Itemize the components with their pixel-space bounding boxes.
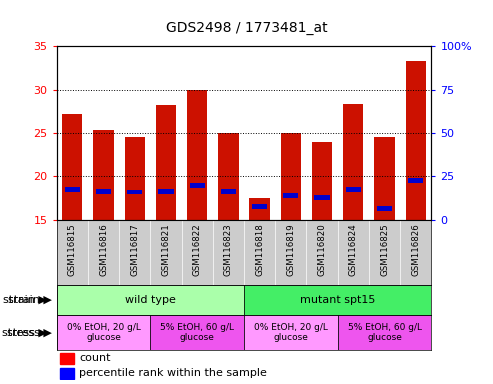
Text: 0% EtOH, 20 g/L
glucose: 0% EtOH, 20 g/L glucose [67,323,141,342]
Text: stress ▶: stress ▶ [2,328,47,338]
Text: percentile rank within the sample: percentile rank within the sample [79,368,267,379]
Bar [244,315,338,350]
Bar [346,187,361,192]
Bar [252,205,267,209]
Bar [408,179,423,183]
Bar [187,89,208,220]
Text: 0% EtOH, 20 g/L
glucose: 0% EtOH, 20 g/L glucose [254,323,328,342]
Bar [57,285,244,315]
Text: count: count [79,354,110,364]
Bar [65,187,80,192]
Text: GSM116819: GSM116819 [286,223,295,276]
Bar [249,198,270,220]
Text: GSM116821: GSM116821 [162,223,171,276]
Bar [374,137,395,220]
Bar [281,133,301,220]
Bar [61,368,73,379]
Text: stress ▶: stress ▶ [7,328,52,338]
Text: GSM116823: GSM116823 [224,223,233,276]
Bar [190,183,205,187]
Bar [127,190,142,194]
Text: mutant spt15: mutant spt15 [300,295,375,305]
Text: 5% EtOH, 60 g/L
glucose: 5% EtOH, 60 g/L glucose [348,323,422,342]
Text: GSM116826: GSM116826 [411,223,420,276]
Text: GSM116816: GSM116816 [99,223,108,276]
Text: GSM116825: GSM116825 [380,223,389,276]
Bar [406,61,426,220]
Text: strain ▶: strain ▶ [3,295,47,305]
Text: strain ▶: strain ▶ [8,295,52,305]
Bar [283,193,298,198]
Text: GSM116822: GSM116822 [193,223,202,276]
Text: GSM116815: GSM116815 [68,223,77,276]
Text: GSM116817: GSM116817 [130,223,139,276]
Text: GSM116820: GSM116820 [317,223,326,276]
Bar [218,133,239,220]
Bar [125,137,145,220]
Text: GSM116818: GSM116818 [255,223,264,276]
Bar [377,206,392,211]
Bar [315,195,330,200]
Bar [93,131,114,220]
Bar [221,189,236,194]
Text: GDS2498 / 1773481_at: GDS2498 / 1773481_at [166,21,327,35]
Bar [338,315,431,350]
Text: GSM116824: GSM116824 [349,223,358,276]
Bar [57,315,150,350]
Bar [158,189,174,194]
Bar [156,105,176,220]
Bar [150,315,244,350]
Bar [62,114,82,220]
Bar [96,189,111,194]
Text: wild type: wild type [125,295,176,305]
Bar [343,104,363,220]
Bar [312,142,332,220]
Text: 5% EtOH, 60 g/L
glucose: 5% EtOH, 60 g/L glucose [160,323,234,342]
Bar [244,285,431,315]
Bar [61,353,73,364]
